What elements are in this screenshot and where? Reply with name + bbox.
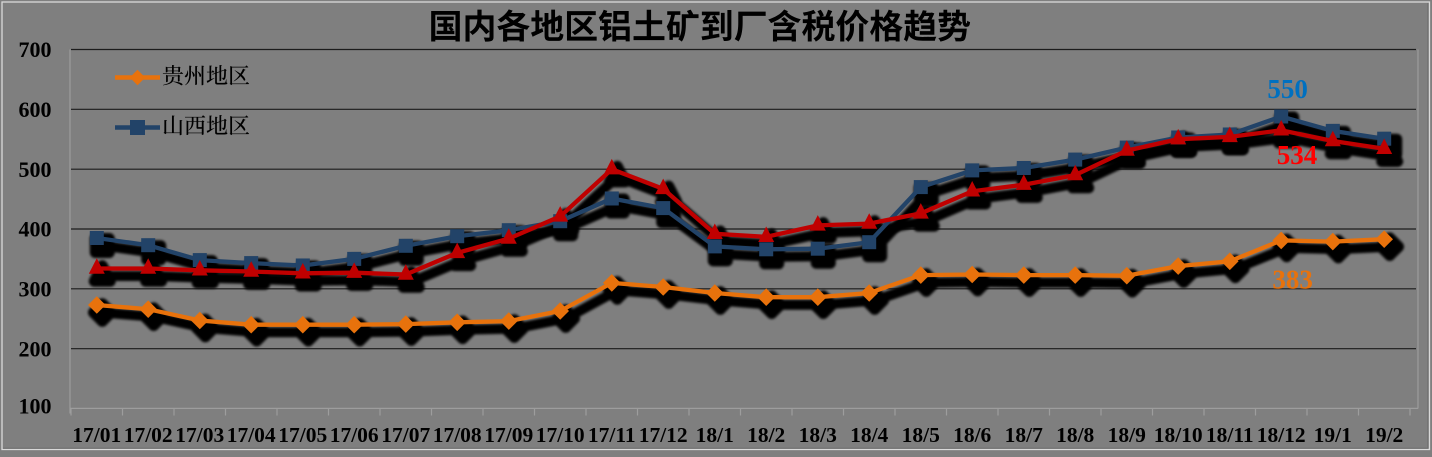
svg-text:17/08: 17/08 <box>433 423 482 447</box>
svg-text:18/1: 18/1 <box>696 423 734 447</box>
svg-text:17/11: 17/11 <box>588 423 636 447</box>
svg-text:18/8: 18/8 <box>1056 423 1094 447</box>
svg-text:18/9: 18/9 <box>1108 423 1146 447</box>
svg-text:19/2: 19/2 <box>1365 423 1403 447</box>
svg-text:17/02: 17/02 <box>124 423 173 447</box>
svg-text:18/12: 18/12 <box>1257 423 1306 447</box>
svg-text:17/01: 17/01 <box>72 423 121 447</box>
svg-text:18/5: 18/5 <box>902 423 940 447</box>
svg-text:18/10: 18/10 <box>1154 423 1203 447</box>
svg-text:300: 300 <box>19 276 52 301</box>
svg-text:18/7: 18/7 <box>1005 423 1043 447</box>
svg-text:17/07: 17/07 <box>381 423 430 447</box>
svg-text:500: 500 <box>19 157 52 182</box>
svg-text:17/05: 17/05 <box>278 423 327 447</box>
svg-text:17/10: 17/10 <box>536 423 585 447</box>
svg-text:17/04: 17/04 <box>227 423 276 447</box>
svg-text:17/06: 17/06 <box>330 423 379 447</box>
svg-text:18/11: 18/11 <box>1206 423 1254 447</box>
svg-text:18/3: 18/3 <box>799 423 837 447</box>
svg-text:200: 200 <box>19 336 52 361</box>
svg-text:383: 383 <box>1272 265 1313 295</box>
svg-text:19/1: 19/1 <box>1314 423 1352 447</box>
svg-text:550: 550 <box>1267 74 1308 104</box>
svg-text:17/03: 17/03 <box>175 423 224 447</box>
svg-text:18/6: 18/6 <box>953 423 991 447</box>
svg-text:18/4: 18/4 <box>850 423 888 447</box>
svg-text:600: 600 <box>19 97 52 122</box>
svg-text:18/2: 18/2 <box>747 423 785 447</box>
svg-text:17/12: 17/12 <box>639 423 688 447</box>
svg-text:700: 700 <box>19 37 52 62</box>
svg-text:400: 400 <box>19 217 52 242</box>
svg-text:100: 100 <box>19 393 52 418</box>
svg-text:17/09: 17/09 <box>484 423 533 447</box>
svg-text:534: 534 <box>1277 140 1318 170</box>
